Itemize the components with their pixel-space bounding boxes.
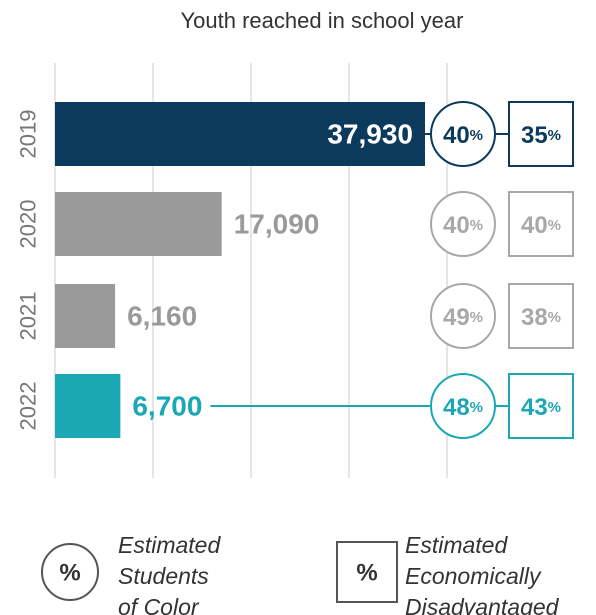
legend-square-percent: % xyxy=(356,560,377,587)
bar xyxy=(55,284,116,348)
bar xyxy=(55,192,222,256)
bar xyxy=(55,374,121,438)
econ-disadvantaged-pct: 43% xyxy=(521,394,561,421)
students-of-color-circle xyxy=(430,283,496,349)
row-2019: 2019 37,930 40% 35% xyxy=(16,101,574,167)
students-of-color-circle xyxy=(430,191,496,257)
bar xyxy=(55,102,425,166)
legend-econ-disadvantaged-text: Disadvantaged xyxy=(405,594,560,615)
students-of-color-pct: 49% xyxy=(443,304,483,331)
year-label: 2020 xyxy=(16,200,41,249)
econ-disadvantaged-pct: 35% xyxy=(521,122,561,149)
legend-circle-percent: % xyxy=(59,560,80,587)
legend-square-symbol xyxy=(336,541,398,603)
year-label: 2021 xyxy=(16,292,41,341)
students-of-color-pct: 40% xyxy=(443,212,483,239)
value-label: 6,700 xyxy=(132,391,202,422)
econ-disadvantaged-pct: 40% xyxy=(521,212,561,239)
legend-students-of-color-text: Estimated xyxy=(118,532,221,558)
students-of-color-pct: 40% xyxy=(443,122,483,149)
students-of-color-pct: 48% xyxy=(443,394,483,421)
econ-disadvantaged-square xyxy=(508,101,574,167)
chart-rows: 2019 37,930 40% 35% 2020 17,090 40% 40% 2021 6,16… xyxy=(16,101,574,439)
row-2022: 2022 6,700 48% 43% xyxy=(16,373,574,439)
legend-circle-symbol xyxy=(41,543,99,601)
value-label: 37,930 xyxy=(327,119,413,150)
legend-students-of-color-text: of Color xyxy=(118,594,200,615)
econ-disadvantaged-square xyxy=(508,373,574,439)
legend-econ-disadvantaged-text: Economically xyxy=(405,563,542,589)
econ-disadvantaged-pct: 38% xyxy=(521,304,561,331)
econ-disadvantaged-square xyxy=(508,283,574,349)
legend: % Estimated Students of Color% Estimated Econ… xyxy=(41,532,560,615)
students-of-color-circle xyxy=(430,101,496,167)
econ-disadvantaged-square xyxy=(508,191,574,257)
year-label: 2019 xyxy=(16,110,41,159)
legend-econ-disadvantaged-text: Estimated xyxy=(405,532,508,558)
legend-students-of-color-text: Students xyxy=(118,563,209,589)
value-label: 17,090 xyxy=(234,209,320,240)
row-2020: 2020 17,090 40% 40% xyxy=(16,191,574,257)
students-of-color-circle xyxy=(430,373,496,439)
row-2021: 2021 6,160 49% 38% xyxy=(16,283,574,349)
chart-title: Youth reached in school year xyxy=(181,8,464,33)
value-label: 6,160 xyxy=(127,301,197,332)
year-label: 2022 xyxy=(16,382,41,431)
